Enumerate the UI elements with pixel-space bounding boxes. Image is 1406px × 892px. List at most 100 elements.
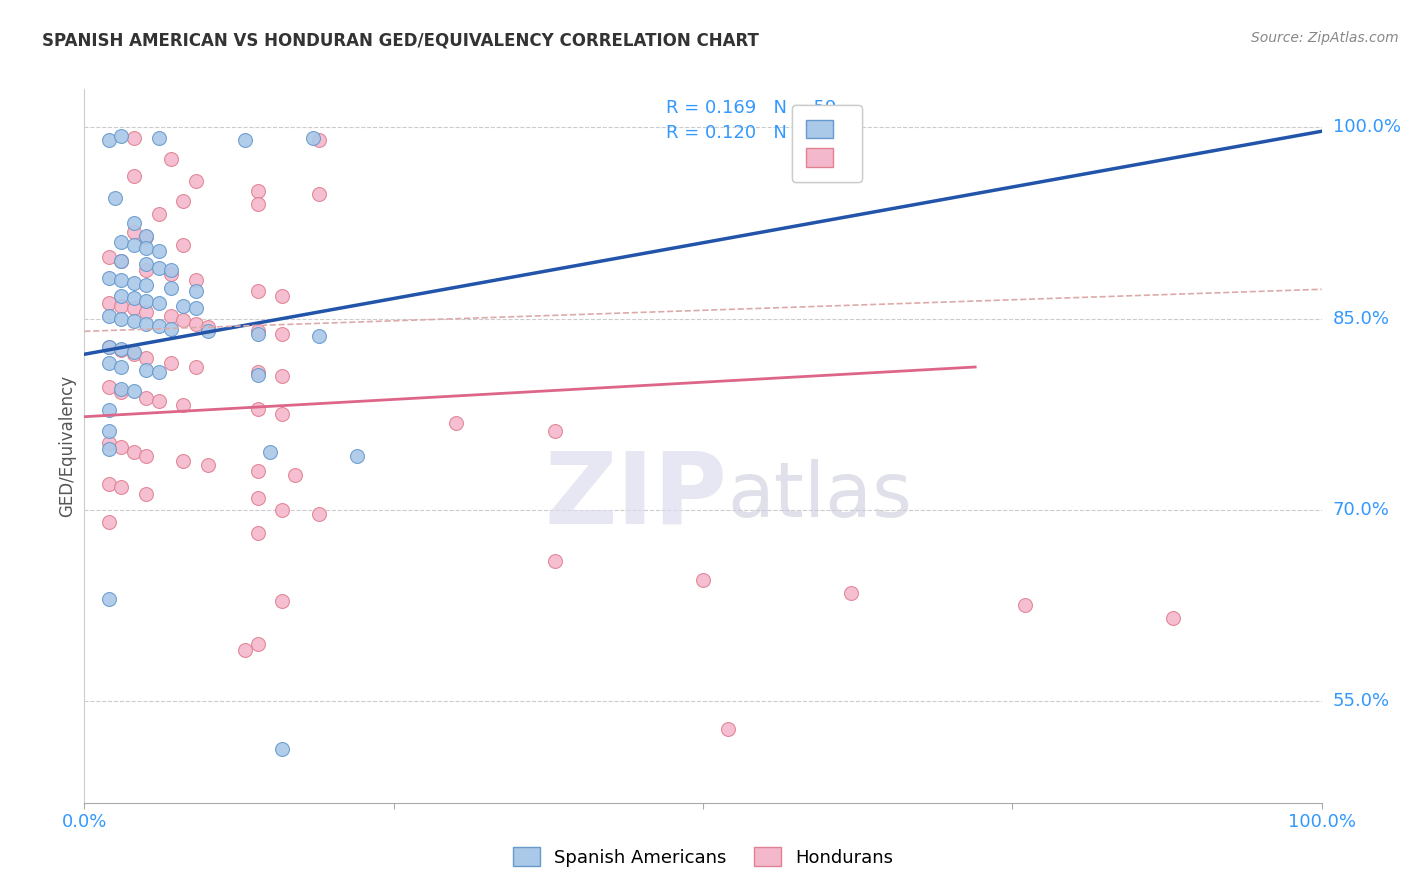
Point (271, 407, 294, 421)
Point (135, 228, 157, 243)
Point (160, 309, 183, 323)
Text: 70.0%: 70.0% (1333, 500, 1389, 519)
Point (246, 326, 269, 341)
Point (148, 296, 170, 310)
Text: R = 0.120   N = 76: R = 0.120 N = 76 (666, 125, 837, 143)
Point (172, 237, 194, 252)
Point (122, 291, 145, 305)
Point (135, 293, 157, 308)
Point (197, 320, 219, 334)
Point (543, 554, 565, 568)
Text: R = 0.169   N = 59: R = 0.169 N = 59 (666, 100, 837, 118)
Point (98, 251, 121, 265)
Point (184, 317, 207, 331)
Point (271, 288, 294, 302)
Point (172, 398, 194, 412)
Point (271, 502, 294, 516)
Point (184, 284, 207, 298)
Point (110, 254, 132, 268)
Point (841, 585, 863, 599)
Point (246, 525, 269, 540)
Point (98, 356, 121, 370)
Point (246, 465, 269, 479)
Point (122, 216, 145, 230)
Text: Source: ZipAtlas.com: Source: ZipAtlas.com (1251, 31, 1399, 45)
Point (98, 424, 121, 438)
Point (148, 207, 170, 221)
Point (98, 296, 121, 310)
Point (135, 391, 157, 405)
Point (271, 594, 294, 608)
Point (246, 324, 269, 338)
Point (110, 385, 132, 400)
Point (98, 340, 121, 354)
Point (98, 442, 121, 456)
Point (246, 491, 269, 506)
Point (246, 636, 269, 650)
Point (197, 458, 219, 472)
Point (122, 169, 145, 183)
Point (110, 342, 132, 356)
Point (135, 278, 157, 293)
Point (160, 263, 183, 277)
Point (148, 365, 170, 379)
Point (172, 194, 194, 209)
Text: ZIP: ZIP (546, 448, 728, 544)
Point (184, 273, 207, 287)
Point (259, 445, 281, 459)
Point (172, 454, 194, 468)
Point (98, 516, 121, 530)
Point (110, 343, 132, 358)
Point (184, 301, 207, 316)
Point (135, 362, 157, 376)
Point (717, 722, 740, 736)
Point (308, 133, 330, 147)
Point (135, 487, 157, 501)
Point (172, 299, 194, 313)
Point (148, 244, 170, 258)
Y-axis label: GED/Equivalency: GED/Equivalency (58, 375, 76, 517)
Point (98, 380, 121, 394)
Point (246, 365, 269, 379)
Point (302, 130, 325, 145)
Point (160, 322, 183, 336)
Point (110, 440, 132, 454)
Point (110, 288, 132, 302)
Point (122, 314, 145, 328)
Point (692, 573, 714, 587)
Point (543, 424, 565, 438)
Point (110, 382, 132, 396)
Point (98, 403, 121, 417)
Point (308, 507, 330, 521)
Legend: Spanish Americans, Hondurans: Spanish Americans, Hondurans (506, 840, 900, 874)
Point (271, 326, 294, 341)
Point (104, 190, 127, 204)
Point (98, 436, 121, 450)
Point (110, 129, 132, 144)
Text: 85.0%: 85.0% (1333, 310, 1389, 327)
Point (122, 237, 145, 252)
Text: SPANISH AMERICAN VS HONDURAN GED/EQUIVALENCY CORRELATION CHART: SPANISH AMERICAN VS HONDURAN GED/EQUIVAL… (42, 31, 759, 49)
Point (122, 384, 145, 399)
Point (98, 270, 121, 285)
Point (122, 301, 145, 316)
Point (98, 477, 121, 491)
Point (148, 394, 170, 409)
Text: 100.0%: 100.0% (1333, 119, 1400, 136)
Point (110, 480, 132, 494)
Point (271, 742, 294, 756)
Point (346, 449, 368, 463)
Point (122, 276, 145, 290)
Point (160, 356, 183, 370)
Point (135, 305, 157, 319)
Point (122, 130, 145, 145)
Point (110, 299, 132, 313)
Text: atlas: atlas (728, 459, 912, 533)
Point (135, 257, 157, 271)
Point (160, 267, 183, 281)
Point (148, 319, 170, 334)
Point (284, 468, 307, 483)
Point (271, 368, 294, 383)
Point (135, 230, 157, 244)
Point (135, 317, 157, 331)
